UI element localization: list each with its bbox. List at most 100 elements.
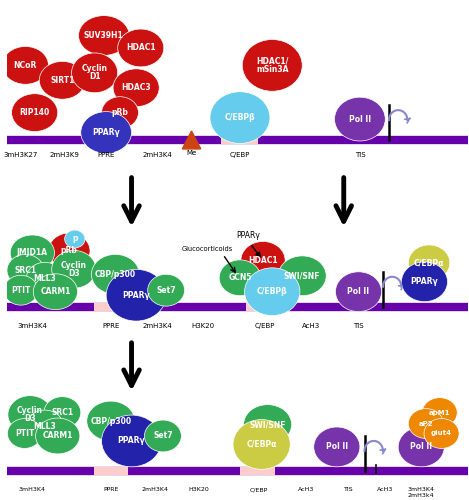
- Ellipse shape: [241, 242, 285, 280]
- Text: Glucocorticoids: Glucocorticoids: [182, 246, 233, 252]
- Ellipse shape: [26, 410, 63, 442]
- Text: PPRE: PPRE: [102, 323, 120, 329]
- Text: C/EBPβ: C/EBPβ: [257, 287, 287, 296]
- Text: SRC1: SRC1: [15, 266, 37, 275]
- Text: CARM1: CARM1: [43, 432, 73, 440]
- Ellipse shape: [106, 270, 166, 321]
- Text: SRC1: SRC1: [51, 408, 74, 417]
- Ellipse shape: [72, 53, 118, 92]
- Ellipse shape: [44, 396, 81, 428]
- Text: HDAC1: HDAC1: [126, 44, 156, 52]
- Text: H3K20: H3K20: [191, 323, 215, 329]
- Bar: [90, 136, 125, 144]
- Text: TIS: TIS: [355, 152, 365, 158]
- Text: C/EBP: C/EBP: [250, 487, 267, 492]
- Ellipse shape: [144, 420, 182, 452]
- Ellipse shape: [102, 415, 161, 467]
- Text: pRb: pRb: [61, 246, 78, 256]
- Ellipse shape: [91, 254, 139, 294]
- Ellipse shape: [36, 418, 80, 454]
- Text: apM1: apM1: [429, 410, 450, 416]
- Text: Cyclin
D3: Cyclin D3: [17, 406, 43, 423]
- Text: Pol II: Pol II: [348, 287, 370, 296]
- Text: SIRT1: SIRT1: [50, 76, 75, 85]
- Ellipse shape: [2, 46, 48, 84]
- Text: pRb: pRb: [112, 108, 129, 117]
- Ellipse shape: [65, 230, 85, 248]
- Text: C/EBP: C/EBP: [254, 323, 274, 329]
- Text: Me: Me: [186, 150, 197, 156]
- Text: 2mH3K4: 2mH3K4: [141, 487, 168, 492]
- Text: PPARγ: PPARγ: [236, 232, 260, 240]
- Text: CBP/p300: CBP/p300: [90, 416, 131, 426]
- Ellipse shape: [233, 420, 290, 470]
- Text: aP2: aP2: [419, 420, 433, 426]
- Text: 2mH3k4: 2mH3k4: [408, 493, 435, 498]
- Bar: [221, 136, 258, 144]
- Text: PPARγ: PPARγ: [410, 278, 439, 286]
- Ellipse shape: [422, 398, 457, 428]
- Text: GCN5: GCN5: [228, 274, 252, 282]
- Text: JMJD1A: JMJD1A: [17, 248, 48, 258]
- Text: SWI/SNF: SWI/SNF: [250, 420, 286, 429]
- Text: CARM1: CARM1: [40, 287, 71, 296]
- Ellipse shape: [26, 262, 63, 294]
- Text: 2mH3K9: 2mH3K9: [50, 152, 80, 158]
- Text: HDAC3: HDAC3: [121, 84, 151, 92]
- Text: Set7: Set7: [153, 432, 173, 440]
- Ellipse shape: [244, 268, 300, 316]
- Text: PTIT: PTIT: [15, 429, 34, 438]
- Text: 2mH3K4: 2mH3K4: [142, 152, 172, 158]
- Ellipse shape: [10, 235, 54, 271]
- Text: AcH3: AcH3: [298, 487, 314, 492]
- Bar: [94, 303, 129, 311]
- Ellipse shape: [81, 112, 131, 154]
- Text: C/EBP: C/EBP: [230, 152, 250, 158]
- Ellipse shape: [52, 250, 96, 288]
- Ellipse shape: [424, 418, 459, 448]
- Ellipse shape: [278, 256, 326, 296]
- Ellipse shape: [48, 233, 90, 269]
- Text: glut4: glut4: [431, 430, 452, 436]
- Text: AcH3: AcH3: [303, 323, 321, 329]
- Text: Pol II: Pol II: [326, 442, 348, 452]
- Ellipse shape: [8, 418, 42, 448]
- Text: 2mH3K4: 2mH3K4: [142, 323, 172, 329]
- Text: PPARγ: PPARγ: [122, 290, 150, 300]
- Ellipse shape: [408, 245, 450, 281]
- Text: C/EBPα: C/EBPα: [246, 440, 277, 449]
- Text: PPARγ: PPARγ: [118, 436, 145, 446]
- Bar: [94, 468, 129, 475]
- Bar: [246, 303, 280, 311]
- Ellipse shape: [118, 29, 164, 67]
- Text: 3mH3K4: 3mH3K4: [19, 487, 46, 492]
- Text: SUV39H1: SUV39H1: [84, 31, 124, 40]
- Ellipse shape: [148, 274, 185, 306]
- Text: C/EBPα: C/EBPα: [414, 258, 444, 268]
- Ellipse shape: [4, 276, 38, 305]
- Ellipse shape: [334, 97, 385, 141]
- Ellipse shape: [335, 272, 382, 312]
- Text: RIP140: RIP140: [20, 108, 50, 117]
- Text: TIS: TIS: [344, 487, 353, 492]
- Text: HDAC1: HDAC1: [248, 256, 278, 265]
- Ellipse shape: [8, 396, 52, 434]
- Ellipse shape: [39, 62, 85, 99]
- Text: TIS: TIS: [353, 323, 364, 329]
- Text: 3mH3K4: 3mH3K4: [17, 323, 47, 329]
- Bar: [240, 468, 274, 475]
- Ellipse shape: [242, 40, 302, 91]
- Ellipse shape: [408, 408, 443, 438]
- Text: NCoR: NCoR: [14, 61, 37, 70]
- Text: PTIT: PTIT: [11, 286, 30, 294]
- Text: Pol II: Pol II: [349, 114, 371, 124]
- Text: CBP/p300: CBP/p300: [95, 270, 136, 279]
- Ellipse shape: [210, 92, 270, 144]
- Text: Pol II: Pol II: [410, 442, 432, 452]
- Text: MLL3: MLL3: [33, 422, 56, 430]
- Ellipse shape: [219, 260, 261, 296]
- Text: Cyclin
D3: Cyclin D3: [61, 261, 87, 278]
- Text: MLL3: MLL3: [33, 274, 56, 283]
- Text: PPARγ: PPARγ: [92, 128, 120, 137]
- Ellipse shape: [314, 427, 360, 467]
